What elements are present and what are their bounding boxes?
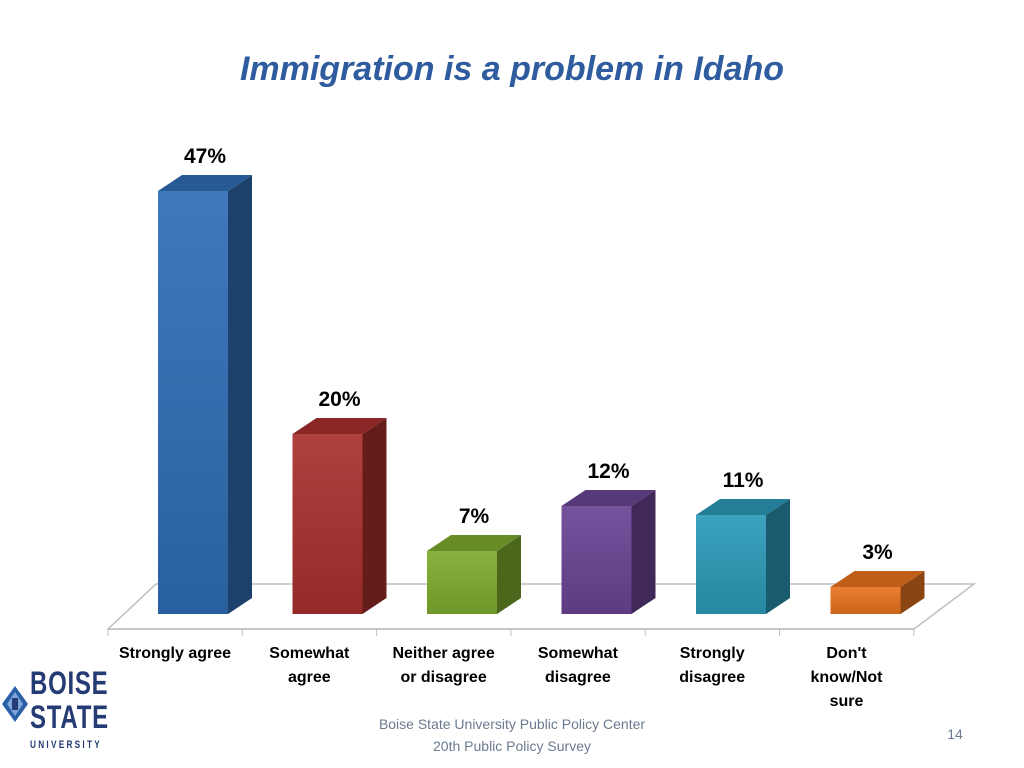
bar-4 xyxy=(696,499,790,614)
logo-line-2: STATE xyxy=(30,699,109,735)
bar-top xyxy=(292,418,387,434)
category-label-2: Neither agree or disagree xyxy=(392,645,495,686)
value-label-4: 11% xyxy=(723,469,764,492)
bar-side xyxy=(228,175,252,614)
value-label-2: 7% xyxy=(459,505,490,528)
bar-front xyxy=(561,506,632,614)
value-label-0: 47% xyxy=(184,145,226,168)
logo-emblem-icon xyxy=(2,686,28,722)
bar-top xyxy=(158,175,252,191)
value-label-3: 12% xyxy=(587,460,629,483)
bar-2 xyxy=(427,535,521,614)
bar-side xyxy=(362,418,387,614)
footer-line-1: Boise State University Public Policy Cen… xyxy=(378,716,646,732)
bar-top xyxy=(696,499,790,515)
category-label-3: Somewhat disagree xyxy=(537,645,618,686)
bar-top xyxy=(427,535,521,551)
footer-line-2: 20th Public Policy Survey xyxy=(433,738,591,754)
category-label-0: Strongly agree xyxy=(118,645,232,662)
page-number: 14 xyxy=(947,726,963,742)
slide-title: Immigration is a problem in Idaho xyxy=(239,50,785,88)
bar-front xyxy=(427,551,497,614)
footer: Boise State University Public Policy Cen… xyxy=(312,713,712,757)
boise-state-logo: BOISE STATE UNIVERSITY xyxy=(0,665,109,756)
category-label-5: Don't know/Not sure xyxy=(810,645,883,710)
bar-front xyxy=(158,191,228,614)
category-label-1: Somewhat agree xyxy=(269,645,350,686)
bar-0 xyxy=(158,175,252,614)
bar-top xyxy=(830,571,925,587)
bar-front xyxy=(830,587,901,614)
value-label-5: 3% xyxy=(862,541,893,564)
bar-side xyxy=(900,571,925,614)
bar-5 xyxy=(830,571,925,614)
bar-1 xyxy=(292,418,387,614)
category-label-4: Strongly disagree xyxy=(679,645,746,686)
bar-side xyxy=(631,490,656,614)
bar-front xyxy=(696,515,766,614)
chart-bars xyxy=(158,175,925,614)
bar-front xyxy=(292,434,363,614)
value-label-1: 20% xyxy=(318,388,360,411)
bar-side xyxy=(497,535,521,614)
bar-3 xyxy=(561,490,656,614)
logo-line-1: BOISE xyxy=(30,665,109,701)
logo-line-3: UNIVERSITY xyxy=(30,739,103,751)
bar-top xyxy=(561,490,656,506)
bar-side xyxy=(766,499,790,614)
chart-value-labels: 47% 20% 7% 12% 11% 3% xyxy=(184,145,893,564)
